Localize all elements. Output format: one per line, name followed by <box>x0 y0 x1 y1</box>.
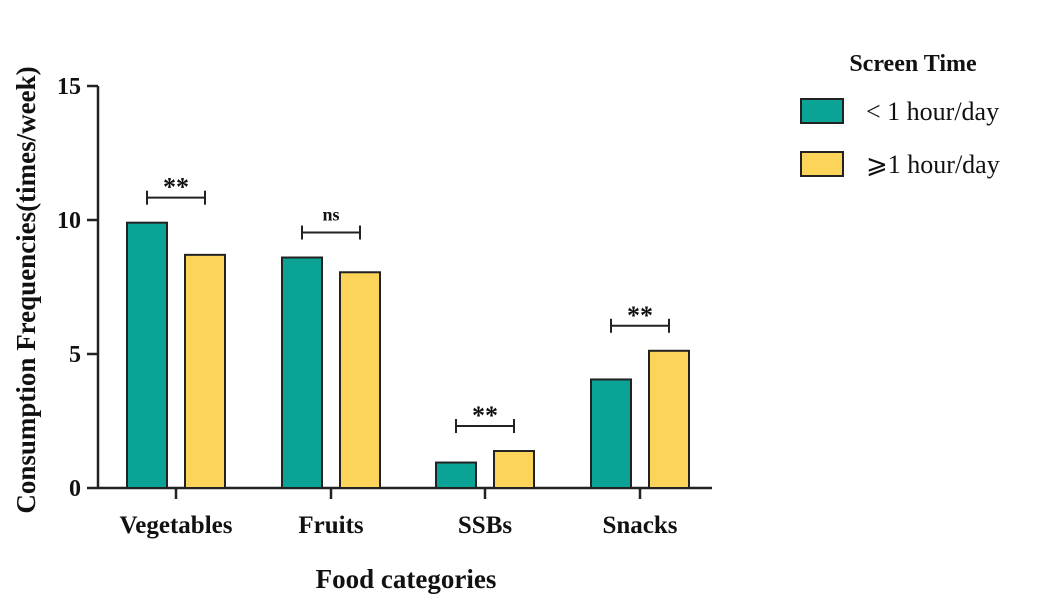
significance-bracket: ** <box>455 401 515 434</box>
bar-vegetables-series-1 <box>184 253 226 489</box>
bar-fruits-series-0 <box>281 256 323 489</box>
bar-fruits-series-1 <box>339 271 381 490</box>
legend-swatch <box>800 151 844 177</box>
significance-label: ** <box>627 301 653 330</box>
x-tick-label: Snacks <box>602 512 677 539</box>
bar-ssbs-series-0 <box>435 461 477 490</box>
legend-label: ⩾1 hour/day <box>866 150 1000 179</box>
y-axis: 0 5 10 15 <box>57 74 100 502</box>
significance-bracket: ns <box>301 205 361 240</box>
x-tick-label: Vegetables <box>120 512 233 539</box>
legend-item: < 1 hour/day <box>800 97 999 126</box>
y-tick-label: 0 <box>69 476 81 502</box>
y-tick-label: 15 <box>57 74 81 100</box>
significance-label: ** <box>163 173 189 202</box>
bars <box>126 221 690 490</box>
bar-ssbs-series-1 <box>493 450 535 489</box>
significance-label: ns <box>322 205 339 225</box>
y-axis-title: Consumption Frequencies(times/week) <box>11 66 41 513</box>
x-axis: Vegetables Fruits SSBs Snacks <box>98 486 712 539</box>
legend-title: Screen Time <box>849 51 977 77</box>
significance-bracket: ** <box>146 173 206 205</box>
significance-bracket: ** <box>610 301 670 333</box>
significance-label: ** <box>472 401 498 430</box>
x-tick-label: SSBs <box>458 512 512 539</box>
bar-vegetables-series-0 <box>126 221 168 489</box>
bar-snacks-series-1 <box>648 349 690 489</box>
legend: Screen Time < 1 hour/day ⩾1 hour/day <box>800 51 1000 179</box>
bar-snacks-series-0 <box>590 378 632 489</box>
x-axis-title: Food categories <box>316 564 497 594</box>
y-tick-label: 5 <box>69 342 81 368</box>
y-tick-label: 10 <box>57 208 81 234</box>
legend-item: ⩾1 hour/day <box>800 150 1000 179</box>
legend-swatch <box>800 98 844 124</box>
significance-brackets: ** ns ** ** <box>146 173 670 434</box>
legend-label: < 1 hour/day <box>866 97 999 126</box>
x-tick-label: Fruits <box>298 512 364 539</box>
